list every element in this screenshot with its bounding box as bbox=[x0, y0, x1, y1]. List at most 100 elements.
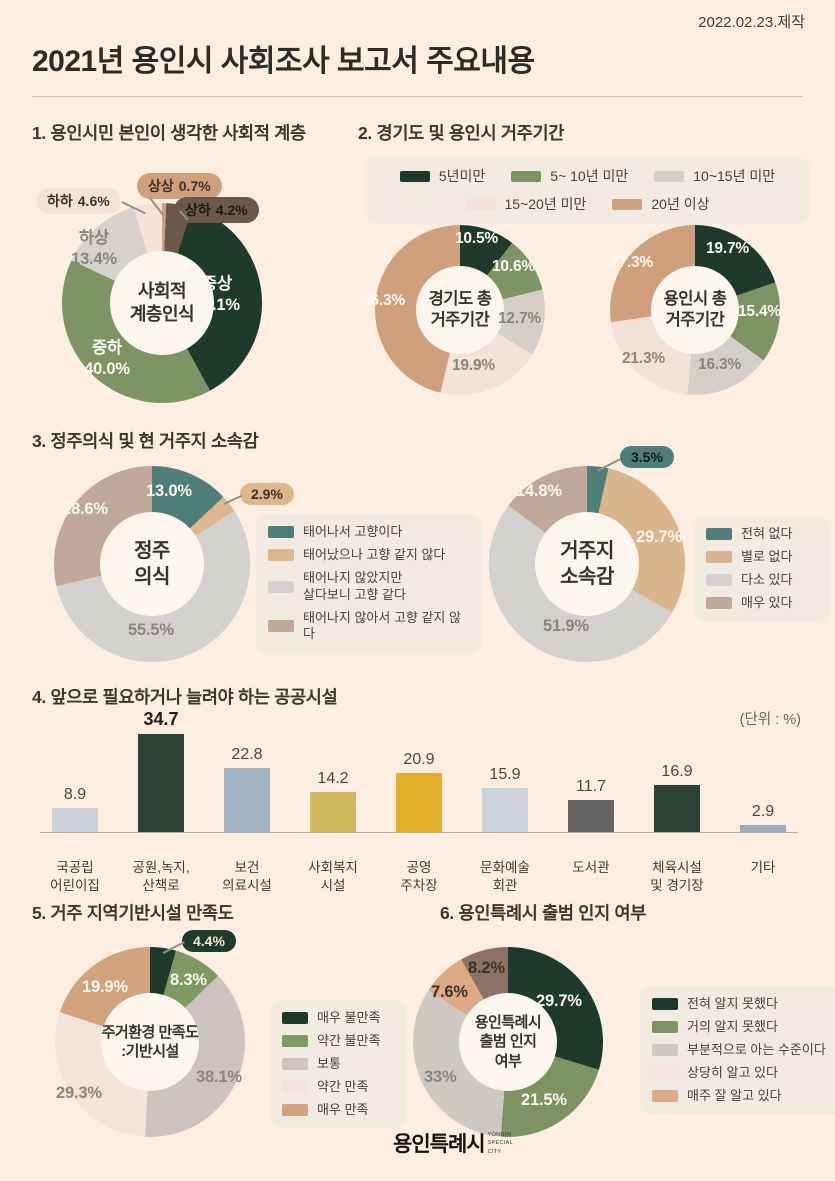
donut-special-city: 용인특례시 출범 인지 여부 bbox=[413, 947, 603, 1137]
segment-label: 46.3% bbox=[362, 292, 405, 309]
bar-value-label: 14.2 bbox=[317, 770, 349, 787]
legend-item: 매우 만족 bbox=[282, 1102, 394, 1119]
legend-swatch bbox=[268, 526, 294, 539]
yongin-logo: 용인특례시 YONGIN SPECIAL CITY bbox=[393, 1128, 526, 1158]
bar bbox=[740, 825, 786, 833]
donut-center-line: 경기도 총 bbox=[428, 289, 492, 308]
bar-column: 16.9 bbox=[642, 763, 712, 833]
bar-column: 8.9 bbox=[40, 786, 110, 833]
bar bbox=[568, 800, 614, 833]
segment-label: 14.8% bbox=[516, 482, 562, 500]
legend-swatch bbox=[268, 549, 294, 562]
donut-center-line: 거주기간 bbox=[430, 311, 490, 329]
legend-item: 상당히 알고 있다 bbox=[652, 1065, 832, 1082]
donut-settlement: 정주 의식 bbox=[54, 466, 250, 662]
bar-category-label: 기타 bbox=[750, 859, 776, 875]
legend-swatch bbox=[652, 1044, 678, 1057]
legend-item: 별로 없다 bbox=[706, 549, 818, 566]
segment-label: 21.3% bbox=[622, 350, 665, 367]
legend-swatch bbox=[268, 620, 294, 633]
bar bbox=[138, 734, 184, 833]
donut-gyeonggi-residence: 경기도 총 거주기간 bbox=[375, 225, 545, 395]
legend-item: 부분적으로 아는 수준이다 bbox=[652, 1042, 832, 1059]
legend-item: 태어나지 않았지만 살다보니 고향 같다 bbox=[268, 570, 470, 604]
donut-infra-center: 주거환경 만족도 :기반시설 bbox=[101, 993, 199, 1091]
bar-column: 20.9 bbox=[384, 751, 454, 833]
legend-item: 약간 만족 bbox=[282, 1079, 394, 1096]
segment-label: 7.6% bbox=[431, 983, 468, 1001]
segment-label: 8.3% bbox=[170, 971, 207, 989]
segment-label: 38.1% bbox=[196, 1068, 242, 1086]
legend-swatch bbox=[282, 1012, 308, 1025]
section6-heading: 6. 용인특례시 출범 인지 여부 bbox=[440, 903, 647, 923]
residence-legend: 5년미만 5~ 10년 미만 10~15년 미만 15~20년 미만 20년 이… bbox=[364, 157, 811, 223]
bar-value-label: 22.8 bbox=[231, 746, 263, 763]
bar-column: 22.8 bbox=[212, 746, 282, 833]
segment-label: 55.5% bbox=[128, 621, 174, 639]
segment-label: 19.9% bbox=[452, 357, 495, 374]
callout-3-5: 3.5% bbox=[620, 446, 674, 468]
segment-label: 19.7% bbox=[706, 240, 749, 257]
donut-special-city-center: 용인특례시 출범 인지 여부 bbox=[459, 993, 557, 1091]
segment-label: 15.4% bbox=[738, 303, 781, 320]
segment-label: 8.2% bbox=[468, 959, 505, 977]
segment-label: 13.0% bbox=[146, 482, 192, 500]
legend-swatch bbox=[282, 1104, 308, 1116]
bar-column: 2.9 bbox=[728, 803, 798, 833]
bar-column: 14.2 bbox=[298, 770, 368, 833]
infra-legend: 매우 불만족 약간 불만족 보통 약간 만족 매우 만족 bbox=[270, 1000, 406, 1129]
bar-value-label: 16.9 bbox=[661, 763, 693, 780]
segment-label: 27.3% bbox=[610, 254, 653, 271]
bar-value-label: 34.7 bbox=[143, 709, 179, 729]
segment-label: 29.3% bbox=[56, 1084, 102, 1102]
bar-category-label: 도서관 bbox=[572, 859, 610, 875]
legend-swatch bbox=[268, 580, 294, 593]
donut-yongin-center: 용인시 총 거주기간 bbox=[651, 266, 739, 354]
legend-swatch bbox=[282, 1081, 308, 1094]
legend-item: 다소 있다 bbox=[706, 572, 818, 589]
belonging-legend: 전혀 없다 별로 없다 다소 있다 매우 있다 bbox=[694, 516, 830, 622]
donut-belonging-center: 거주지 소속감 bbox=[535, 512, 639, 616]
donut-center-line: 정주 bbox=[134, 540, 170, 562]
legend-item: 약간 불만족 bbox=[282, 1033, 394, 1050]
legend-swatch bbox=[465, 198, 496, 210]
legend-swatch bbox=[706, 597, 732, 610]
section3-heading: 3. 정주의식 및 현 거주지 소속감 bbox=[32, 431, 259, 451]
bar-value-label: 8.9 bbox=[63, 786, 87, 803]
bar-column: 11.7 bbox=[556, 778, 626, 833]
legend-swatch bbox=[652, 1021, 678, 1034]
legend-swatch bbox=[652, 1090, 678, 1102]
page-title: 2021년 용인시 사회조사 보고서 주요내용 bbox=[32, 45, 535, 78]
legend-item: 매우 불만족 bbox=[282, 1010, 394, 1027]
bar-column: 34.7 bbox=[126, 709, 196, 833]
bar-category-label: 공영 주차장 bbox=[400, 859, 438, 893]
donut-center-line: 사회적 bbox=[137, 280, 187, 301]
settlement-legend: 태어나서 고향이다 태어났으나 고향 같지 않다 태어나지 않았지만 살다보니 … bbox=[256, 514, 482, 654]
bar-category-label: 공원,녹지, 산책로 bbox=[132, 859, 190, 893]
bar-value-label: 15.9 bbox=[489, 766, 521, 783]
legend-item: 매우 있다 bbox=[706, 595, 818, 612]
donut-social-class: 사회적 계층인식 bbox=[62, 203, 262, 403]
bar-categories: 국공립 어린이집 공원,녹지, 산책로 보건 의료시설 사회복지 시설 공영 주차장 문화… bbox=[40, 859, 798, 895]
legend-item: 태어났으나 고향 같지 않다 bbox=[268, 547, 470, 564]
legend-item: 15~20년 미만 bbox=[465, 194, 586, 214]
segment-label: 51.9% bbox=[543, 617, 589, 635]
bar bbox=[654, 785, 700, 833]
donut-yongin-residence: 용인시 총 거주기간 bbox=[610, 225, 780, 395]
section5-heading: 5. 거주 지역기반시설 만족도 bbox=[32, 903, 234, 923]
donut-center-line: 거주지 bbox=[560, 540, 614, 562]
segment-label: 28.6% bbox=[62, 500, 108, 518]
donut-center-line: 용인시 총 bbox=[663, 289, 727, 308]
segment-label: 33% bbox=[424, 1068, 457, 1086]
callout-haha: 하하 4.6% bbox=[36, 188, 121, 214]
bar-chart-facilities: 8.9 34.7 22.8 14.2 20.9 15.9 11.7 16.9 2.9 국공립 어… bbox=[40, 709, 798, 897]
donut-center-line: 거주기간 bbox=[665, 311, 725, 329]
x-axis-line bbox=[40, 832, 798, 833]
donut-social-class-center: 사회적 계층인식 bbox=[110, 251, 214, 355]
segment-label: 10.6% bbox=[492, 258, 535, 275]
bar-columns: 8.9 34.7 22.8 14.2 20.9 15.9 11.7 16.9 2.9 bbox=[40, 709, 798, 833]
legend-swatch bbox=[282, 1035, 308, 1048]
legend-swatch bbox=[612, 198, 643, 210]
bar bbox=[310, 792, 356, 833]
